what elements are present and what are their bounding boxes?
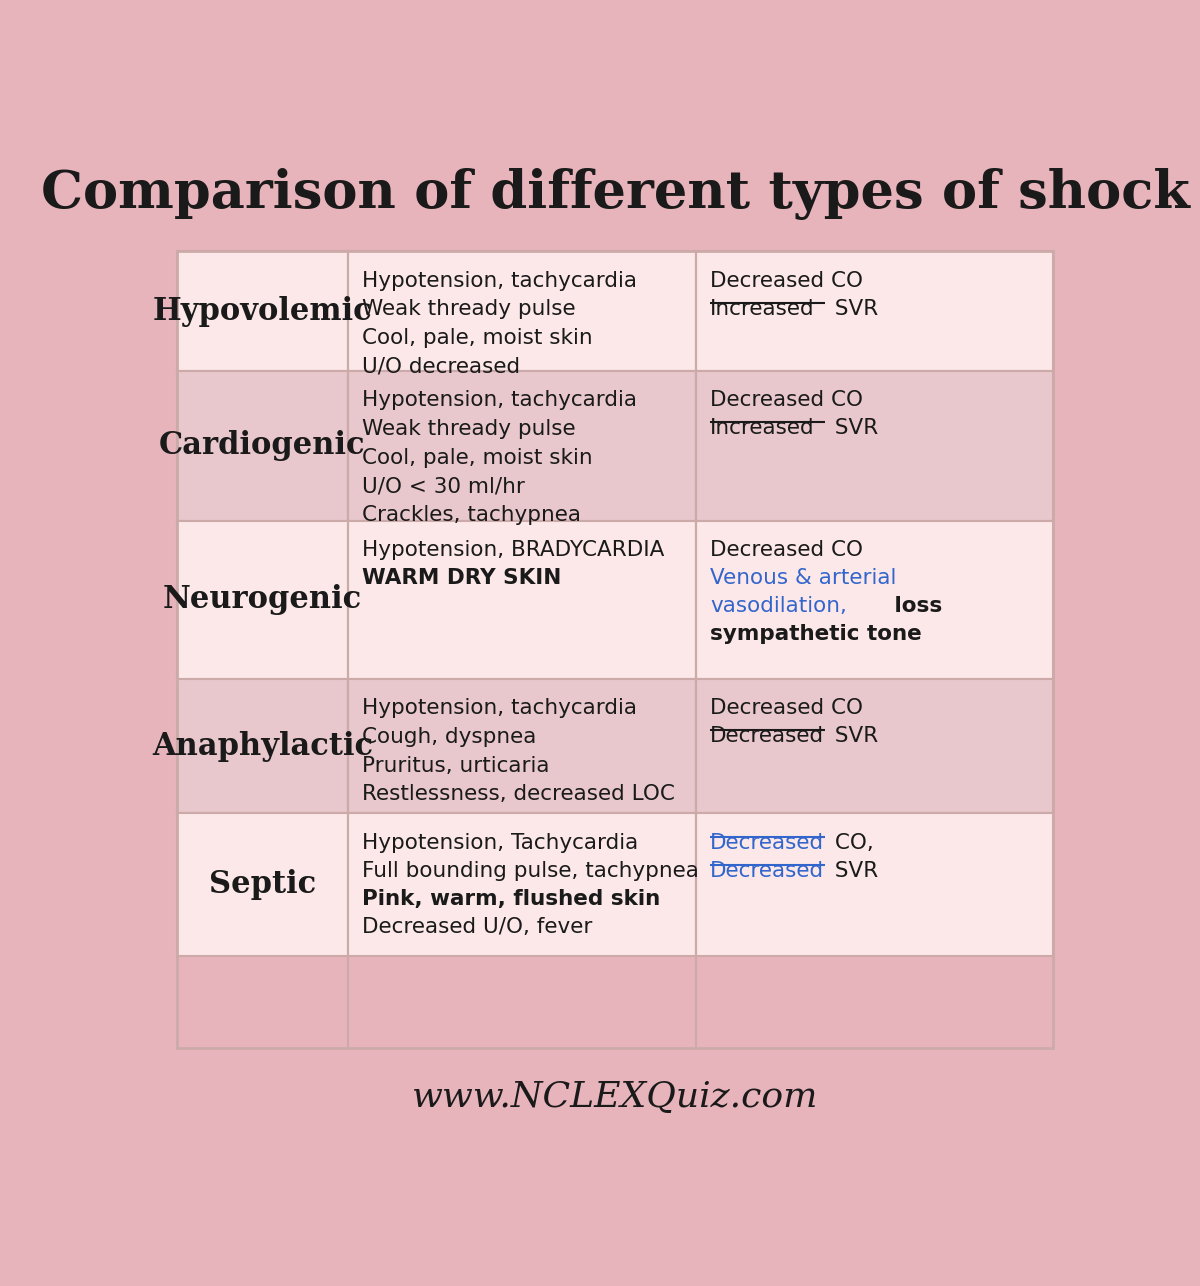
Text: Hypotension, BRADYCARDIA: Hypotension, BRADYCARDIA <box>361 540 664 561</box>
Text: SVR: SVR <box>828 418 878 439</box>
FancyBboxPatch shape <box>178 679 348 814</box>
Text: SVR: SVR <box>828 860 878 881</box>
Text: Septic: Septic <box>209 869 316 900</box>
Text: SVR: SVR <box>828 727 878 746</box>
FancyBboxPatch shape <box>696 370 1052 521</box>
Text: Pink, warm, flushed skin: Pink, warm, flushed skin <box>361 889 660 909</box>
Text: Decreased: Decreased <box>710 833 824 853</box>
Text: Hypotension, tachycardia
Weak thready pulse
Cool, pale, moist skin
U/O decreased: Hypotension, tachycardia Weak thready pu… <box>361 270 636 377</box>
Text: Anaphylactic: Anaphylactic <box>152 730 373 761</box>
FancyBboxPatch shape <box>696 251 1052 370</box>
Text: Decreased CO: Decreased CO <box>710 698 863 718</box>
FancyBboxPatch shape <box>696 521 1052 679</box>
Text: Cardiogenic: Cardiogenic <box>160 431 366 462</box>
Text: loss: loss <box>887 597 942 616</box>
FancyBboxPatch shape <box>178 251 348 370</box>
Text: Hypotension, tachycardia
Weak thready pulse
Cool, pale, moist skin
U/O < 30 ml/h: Hypotension, tachycardia Weak thready pu… <box>361 390 636 525</box>
Text: Hypotension, tachycardia
Cough, dyspnea
Pruritus, urticaria
Restlessness, decrea: Hypotension, tachycardia Cough, dyspnea … <box>361 698 674 804</box>
Text: Decreased CO: Decreased CO <box>710 390 863 410</box>
FancyBboxPatch shape <box>348 251 696 370</box>
Text: Decreased CO: Decreased CO <box>710 540 863 561</box>
Text: Increased: Increased <box>710 298 815 319</box>
Text: Venous & arterial: Venous & arterial <box>710 568 896 588</box>
Text: CO,: CO, <box>828 833 874 853</box>
Text: WARM DRY SKIN: WARM DRY SKIN <box>361 568 560 588</box>
Text: Comparison of different types of shock: Comparison of different types of shock <box>41 167 1189 220</box>
FancyBboxPatch shape <box>696 679 1052 814</box>
Text: vasodilation,: vasodilation, <box>710 597 847 616</box>
FancyBboxPatch shape <box>348 521 696 679</box>
Text: Decreased CO: Decreased CO <box>710 270 863 291</box>
FancyBboxPatch shape <box>348 814 696 955</box>
FancyBboxPatch shape <box>348 370 696 521</box>
Text: Decreased: Decreased <box>710 727 824 746</box>
Text: Decreased U/O, fever: Decreased U/O, fever <box>361 917 592 937</box>
FancyBboxPatch shape <box>178 814 348 955</box>
Text: SVR: SVR <box>828 298 878 319</box>
Text: www.NCLEXQuiz.com: www.NCLEXQuiz.com <box>412 1080 818 1114</box>
FancyBboxPatch shape <box>178 521 348 679</box>
Text: Neurogenic: Neurogenic <box>163 584 362 615</box>
Text: sympathetic tone: sympathetic tone <box>710 625 922 644</box>
Text: Increased: Increased <box>710 418 815 439</box>
Text: Hypovolemic: Hypovolemic <box>152 296 372 327</box>
Text: Full bounding pulse, tachypnea: Full bounding pulse, tachypnea <box>361 860 698 881</box>
Text: Hypotension, Tachycardia: Hypotension, Tachycardia <box>361 833 638 853</box>
FancyBboxPatch shape <box>178 370 348 521</box>
Text: Decreased: Decreased <box>710 860 824 881</box>
FancyBboxPatch shape <box>696 814 1052 955</box>
FancyBboxPatch shape <box>348 679 696 814</box>
